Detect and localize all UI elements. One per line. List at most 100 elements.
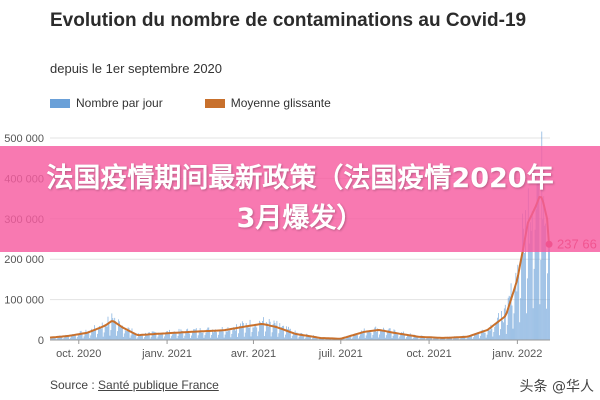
bar-daily: [504, 304, 506, 340]
bar-daily: [275, 325, 277, 340]
bar-daily: [197, 335, 199, 340]
bar-daily: [99, 327, 101, 340]
source-link[interactable]: Santé publique France: [98, 378, 219, 392]
bar-daily: [247, 325, 249, 340]
bar-daily: [264, 331, 266, 340]
bar-daily: [227, 327, 229, 340]
bar-daily: [417, 336, 419, 340]
bar-daily: [108, 323, 110, 340]
bar-daily: [520, 298, 522, 340]
bar-daily: [519, 322, 521, 340]
bar-daily: [58, 337, 60, 340]
bar-daily: [459, 338, 461, 340]
bar-daily: [78, 335, 80, 340]
bar-daily: [218, 330, 220, 340]
bar-daily: [309, 335, 310, 340]
bar-daily: [359, 336, 360, 340]
bar-daily: [524, 253, 525, 340]
bar-daily: [195, 328, 197, 340]
bar-daily: [180, 329, 182, 340]
bar-daily: [464, 336, 466, 340]
bar-daily: [129, 337, 131, 340]
bar-daily: [316, 337, 318, 340]
bar-daily: [141, 334, 142, 340]
bar-daily: [226, 331, 228, 340]
x-tick-label: oct. 2021: [406, 348, 451, 360]
bar-daily: [297, 338, 299, 340]
bar-daily: [294, 330, 296, 340]
bar-daily: [51, 336, 53, 340]
chart-source: Source : Santé publique France: [50, 378, 219, 392]
bar-daily: [518, 270, 520, 340]
bar-daily: [164, 336, 166, 340]
bar-daily: [283, 325, 285, 340]
bar-daily: [543, 196, 545, 340]
bar-daily: [76, 336, 78, 340]
bar-daily: [394, 330, 396, 340]
bar-daily: [254, 326, 256, 340]
bar-daily: [153, 331, 155, 340]
bar-daily: [548, 242, 549, 340]
bar-daily: [258, 331, 260, 340]
bar-daily: [383, 329, 385, 340]
bar-daily: [244, 332, 246, 340]
bar-daily: [527, 188, 529, 340]
bar-daily: [271, 332, 273, 340]
bar-daily: [468, 337, 470, 340]
bar-daily: [87, 332, 89, 340]
bar-daily: [198, 331, 200, 340]
bar-daily: [322, 338, 324, 340]
bar-daily: [461, 336, 463, 340]
series-line-moyenne: [49, 195, 550, 340]
legend-swatch-bars: [50, 98, 70, 108]
bar-daily: [500, 329, 501, 340]
legend-item-bars: Nombre par jour: [50, 96, 163, 110]
bar-daily: [371, 337, 373, 340]
bar-daily: [365, 335, 367, 340]
bar-daily: [481, 329, 483, 340]
bar-daily: [460, 336, 462, 340]
bar-daily: [228, 330, 230, 340]
bar-daily: [377, 328, 379, 340]
bar-daily: [235, 330, 237, 340]
bar-daily: [442, 337, 444, 340]
bar-daily: [313, 336, 315, 340]
bar-daily: [98, 325, 100, 340]
bar-daily: [183, 338, 185, 340]
y-tick-label: 500 000: [4, 133, 44, 145]
bar-daily: [85, 329, 87, 340]
bar-daily: [526, 278, 528, 340]
bar-daily: [80, 330, 82, 340]
bar-daily: [351, 338, 353, 340]
bar-daily: [466, 338, 468, 340]
bar-daily: [293, 334, 295, 340]
bar-daily: [66, 335, 68, 340]
bar-daily: [319, 337, 321, 340]
bar-daily: [366, 332, 368, 340]
bar-daily: [280, 327, 282, 340]
bar-daily: [138, 333, 140, 340]
bar-daily: [432, 338, 434, 340]
bar-daily: [135, 333, 137, 340]
bar-daily: [353, 335, 355, 340]
bar-daily: [105, 324, 107, 340]
bar-daily: [139, 334, 141, 340]
bar-daily: [482, 330, 484, 340]
bar-daily: [278, 333, 280, 340]
bar-daily: [488, 327, 490, 340]
bar-daily: [439, 338, 441, 340]
bar-daily: [77, 334, 79, 340]
bar-daily: [192, 329, 194, 340]
bar-daily: [521, 258, 523, 340]
bar-daily: [288, 329, 290, 340]
bar-daily: [199, 328, 201, 340]
bar-daily: [61, 336, 63, 340]
bar-daily: [277, 336, 279, 340]
bar-daily: [256, 327, 258, 340]
bar-daily: [390, 331, 392, 340]
bar-daily: [282, 325, 284, 340]
bar-daily: [136, 338, 138, 340]
bar-daily: [448, 337, 450, 340]
bar-daily: [516, 291, 518, 340]
bar-daily: [327, 338, 329, 340]
